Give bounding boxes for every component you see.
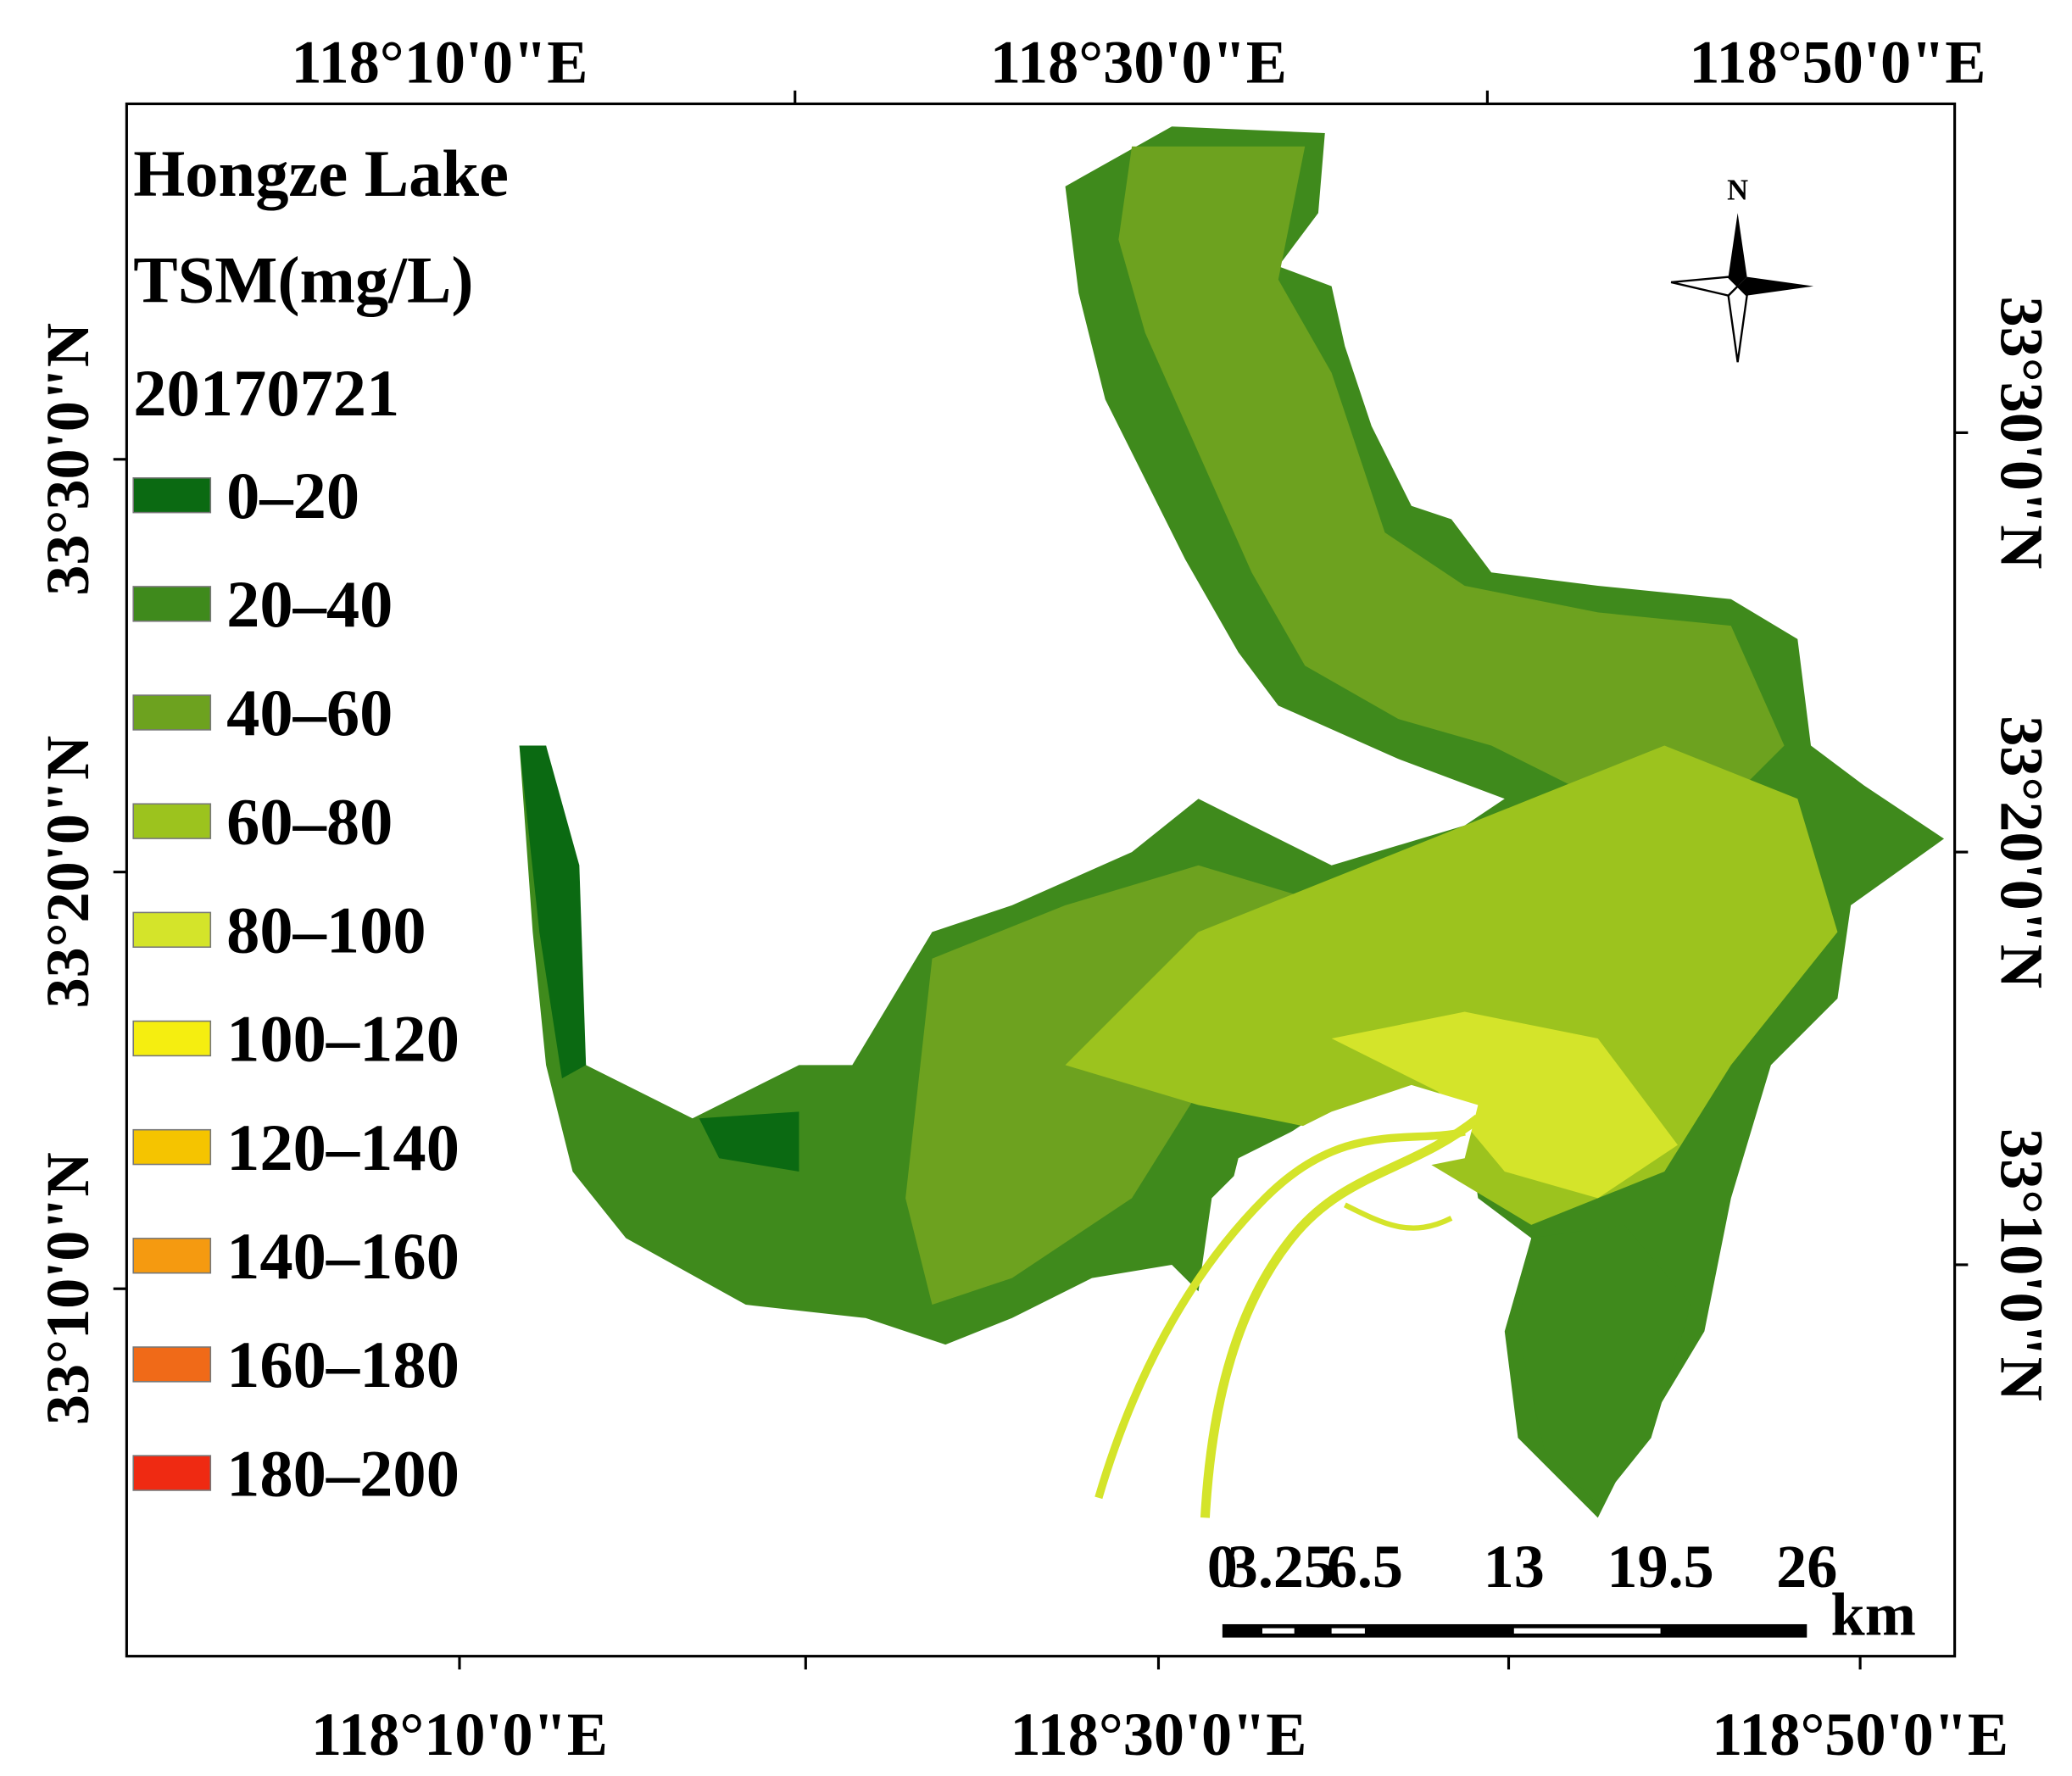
legend-title: 20170721 xyxy=(133,356,399,430)
lon-label: 118°50'0"E xyxy=(1689,28,1986,96)
map-frame xyxy=(125,102,1957,1658)
legend-label: 20–40 xyxy=(226,567,393,641)
legend-label: 80–100 xyxy=(226,894,426,967)
lake-zone xyxy=(1518,1224,1691,1505)
legend-title: Hongze Lake xyxy=(133,136,509,210)
legend-label: 180–200 xyxy=(226,1436,460,1510)
legend-label: 0–20 xyxy=(226,459,359,532)
scale-label: 13 xyxy=(1484,1533,1545,1601)
lake-zone xyxy=(1331,1011,1678,1199)
legend-swatch xyxy=(132,477,212,514)
lat-label: 33°20'0"N xyxy=(1988,715,2056,988)
legend-label: 160–180 xyxy=(226,1328,460,1401)
legend-swatch xyxy=(132,803,212,839)
lon-label: 118°10'0"E xyxy=(311,1701,608,1768)
scale-label: 26 xyxy=(1776,1533,1837,1601)
north-label: N xyxy=(1727,175,1748,207)
lon-label: 118°50'0"E xyxy=(1712,1701,2008,1768)
river xyxy=(1200,1114,1481,1518)
legend-label: 60–80 xyxy=(226,784,393,858)
scale-label: 19.5 xyxy=(1607,1533,1713,1601)
river xyxy=(1343,1202,1453,1231)
scale-label: 6.5 xyxy=(1327,1533,1403,1601)
lat-label: 33°30'0"N xyxy=(34,323,102,596)
lake-zone xyxy=(1118,146,1785,799)
lon-label: 118°10'0"E xyxy=(291,28,588,96)
legend-label: 40–60 xyxy=(226,676,393,749)
legend-swatch xyxy=(132,1020,212,1057)
scale-label: 3.25 xyxy=(1228,1533,1334,1601)
scale-label: 0 xyxy=(1207,1533,1238,1601)
legend-swatch xyxy=(132,1238,212,1274)
river xyxy=(1094,1127,1466,1500)
lat-label: 33°10'0"N xyxy=(1988,1128,2056,1401)
north-arrow: N xyxy=(1670,175,1814,363)
legend-swatch xyxy=(132,586,212,622)
lat-label: 33°20'0"N xyxy=(34,736,102,1009)
lat-label: 33°30'0"N xyxy=(1988,296,2056,569)
legend-swatch xyxy=(132,1455,212,1491)
lake xyxy=(519,126,1945,1518)
lat-label: 33°10'0"N xyxy=(34,1152,102,1425)
legend-label: 120–140 xyxy=(226,1111,460,1184)
legend-label: 140–160 xyxy=(226,1219,460,1293)
legend-swatch xyxy=(132,694,212,731)
legend-label: 100–120 xyxy=(226,1002,460,1076)
legend-swatch xyxy=(132,1346,212,1383)
lake-zone xyxy=(699,1111,799,1172)
lake-zone xyxy=(519,745,587,1079)
legend-swatch xyxy=(132,911,212,949)
lon-label: 118°30'0"E xyxy=(990,28,1287,96)
scale-bar xyxy=(1222,1623,1807,1638)
legend-swatch xyxy=(132,1128,212,1166)
scale-unit: km xyxy=(1831,1581,1916,1649)
legend-title: TSM(mg/L) xyxy=(133,242,473,316)
lon-label: 118°30'0"E xyxy=(1010,1701,1306,1768)
